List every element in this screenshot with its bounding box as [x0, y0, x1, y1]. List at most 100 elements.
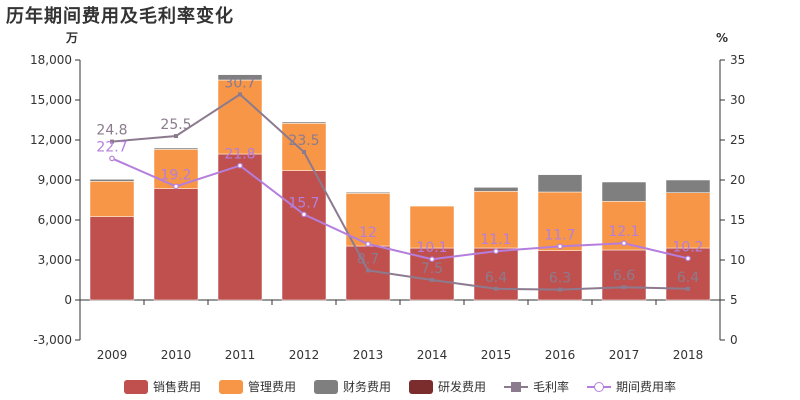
legend-item[interactable]: 研发费用 — [409, 378, 486, 395]
data-point — [621, 240, 627, 247]
left-tick-label: 3,000 — [38, 253, 72, 267]
data-label: 30.7 — [224, 75, 255, 91]
bar-segment — [153, 147, 199, 150]
legend-label: 期间费用率 — [616, 380, 677, 394]
data-label: 6.4 — [485, 270, 507, 286]
right-tick-label: 5 — [730, 293, 738, 307]
data-label: 24.8 — [96, 123, 127, 139]
data-point — [174, 134, 178, 138]
data-point — [110, 139, 114, 144]
data-point — [366, 268, 370, 273]
bar-segment — [89, 216, 135, 301]
bar-segment — [537, 191, 583, 251]
series-line — [111, 157, 689, 261]
data-label: 12.1 — [608, 224, 639, 240]
bar-segment — [345, 192, 391, 194]
bar-segment — [89, 179, 135, 182]
data-point — [429, 256, 435, 263]
bar-segment — [665, 192, 711, 249]
legend-item[interactable]: 管理费用 — [218, 378, 296, 395]
legend-label: 销售费用 — [152, 380, 201, 394]
legend-swatch — [409, 379, 433, 394]
data-label: 6.4 — [677, 270, 699, 286]
x-tick-label: 2010 — [161, 348, 192, 362]
data-point — [622, 285, 626, 290]
data-point — [557, 243, 563, 250]
data-point — [430, 278, 434, 282]
legend-item[interactable]: 毛利率 — [504, 378, 569, 395]
data-label: 7.5 — [421, 261, 443, 277]
data-point — [494, 286, 498, 291]
data-point — [302, 150, 306, 154]
bar-segment — [537, 250, 583, 301]
data-point — [109, 155, 115, 162]
right-tick-label: 30 — [730, 93, 745, 107]
bar-segment — [409, 205, 455, 249]
bar-segment — [217, 79, 263, 155]
chart-canvas: 万 % -3,000 0 3,000 6,000 9,000 12,000 15,000 18,0… — [30, 31, 745, 362]
legend-label: 管理费用 — [247, 380, 296, 394]
left-tick-label: 15,000 — [30, 93, 72, 107]
legend-label: 研发费用 — [438, 380, 487, 394]
data-label: 21.8 — [224, 147, 255, 163]
bar-segment — [537, 174, 583, 193]
x-tick-label: 2016 — [545, 348, 576, 362]
data-label: 25.5 — [160, 117, 191, 133]
legend-line-swatch — [504, 380, 529, 394]
x-tick-label: 2014 — [417, 348, 448, 362]
bar-segment — [217, 153, 263, 301]
legend: 销售费用 管理费用 财务费用 研发费用 毛利率 期间费用率 — [0, 378, 800, 395]
x-tick-label: 2017 — [609, 348, 640, 362]
right-tick-label: 35 — [730, 53, 745, 67]
right-axis-unit: % — [716, 31, 728, 45]
series-line — [111, 93, 689, 291]
data-point — [365, 241, 371, 247]
bar-segment — [217, 74, 263, 81]
right-tick-label: 15 — [730, 213, 745, 227]
data-label: 6.3 — [549, 271, 571, 287]
left-tick-label: -3,000 — [33, 333, 72, 347]
bar-segment — [473, 247, 519, 301]
legend-item[interactable]: 销售费用 — [123, 378, 201, 395]
bar-segment — [281, 123, 327, 171]
bar-segment — [473, 187, 519, 192]
data-label: 11.7 — [544, 227, 575, 243]
right-tick-label: 20 — [730, 173, 745, 187]
data-point — [493, 248, 499, 255]
data-label: 10.2 — [672, 239, 703, 255]
left-tick-label: 18,000 — [30, 53, 72, 67]
data-label: 12 — [359, 225, 377, 241]
bar-segment — [89, 181, 135, 217]
x-tick-label: 2011 — [225, 348, 256, 362]
data-label: 23.5 — [288, 133, 319, 149]
bar-segment — [601, 181, 647, 202]
legend-label: 毛利率 — [533, 380, 570, 394]
bar-segment — [281, 121, 327, 124]
legend-line-swatch — [587, 380, 612, 394]
x-tick-label: 2009 — [97, 348, 128, 362]
data-point — [686, 286, 690, 291]
data-label: 19.2 — [160, 167, 191, 183]
data-point — [558, 287, 562, 292]
bar-segment — [281, 170, 327, 301]
left-tick-label: 0 — [64, 293, 72, 307]
data-point — [301, 211, 307, 218]
x-tick-label: 2015 — [481, 348, 512, 362]
left-tick-label: 9,000 — [38, 173, 72, 187]
right-tick-label: 0 — [730, 333, 738, 347]
legend-swatch — [218, 379, 243, 394]
legend-item[interactable]: 财务费用 — [313, 378, 391, 395]
chart-title: 历年期间费用及毛利率变化 — [6, 6, 234, 27]
data-label: 10.1 — [416, 240, 447, 256]
data-label: 8.7 — [357, 251, 379, 267]
bar-segment — [601, 249, 647, 301]
left-tick-label: 6,000 — [38, 213, 72, 227]
bar-segment — [473, 191, 519, 249]
data-point — [238, 92, 242, 97]
right-tick-label: 10 — [730, 253, 745, 267]
data-point — [685, 255, 691, 262]
data-point — [237, 162, 243, 169]
legend-item[interactable]: 期间费用率 — [587, 378, 676, 395]
bar-segment — [153, 188, 199, 301]
legend-swatch — [313, 379, 338, 394]
